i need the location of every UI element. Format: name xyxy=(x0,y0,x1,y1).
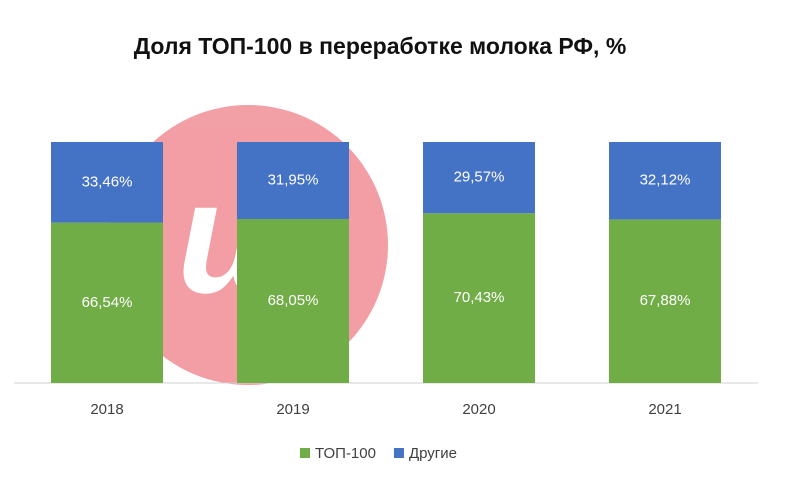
bar-segment xyxy=(237,218,349,383)
x-tick-label: 2021 xyxy=(648,401,681,418)
x-tick-label: 2019 xyxy=(276,401,309,418)
value-label: 31,95% xyxy=(268,171,319,188)
legend-label: Другие xyxy=(409,445,457,462)
legend-label: ТОП-100 xyxy=(315,445,376,462)
bar-segment xyxy=(423,213,535,383)
bar-segment xyxy=(237,142,349,219)
bar-segment xyxy=(51,222,163,383)
value-label: 33,46% xyxy=(82,173,133,190)
bar-segment xyxy=(609,142,721,220)
legend-swatch xyxy=(393,448,404,458)
legend-swatch xyxy=(300,448,310,458)
value-label: 67,88% xyxy=(640,292,691,309)
value-label: 32,12% xyxy=(640,172,691,189)
bar-segment xyxy=(423,142,535,214)
bar-segment xyxy=(609,219,721,383)
x-tick-label: 2018 xyxy=(90,401,123,418)
chart-title: Доля ТОП-100 в переработке молока РФ, % xyxy=(134,33,627,59)
value-label: 70,43% xyxy=(454,289,505,306)
value-label: 68,05% xyxy=(268,292,319,309)
value-label: 66,54% xyxy=(82,294,133,311)
bar-segment xyxy=(51,142,163,223)
value-label: 29,57% xyxy=(454,169,505,186)
x-tick-label: 2020 xyxy=(462,401,495,418)
